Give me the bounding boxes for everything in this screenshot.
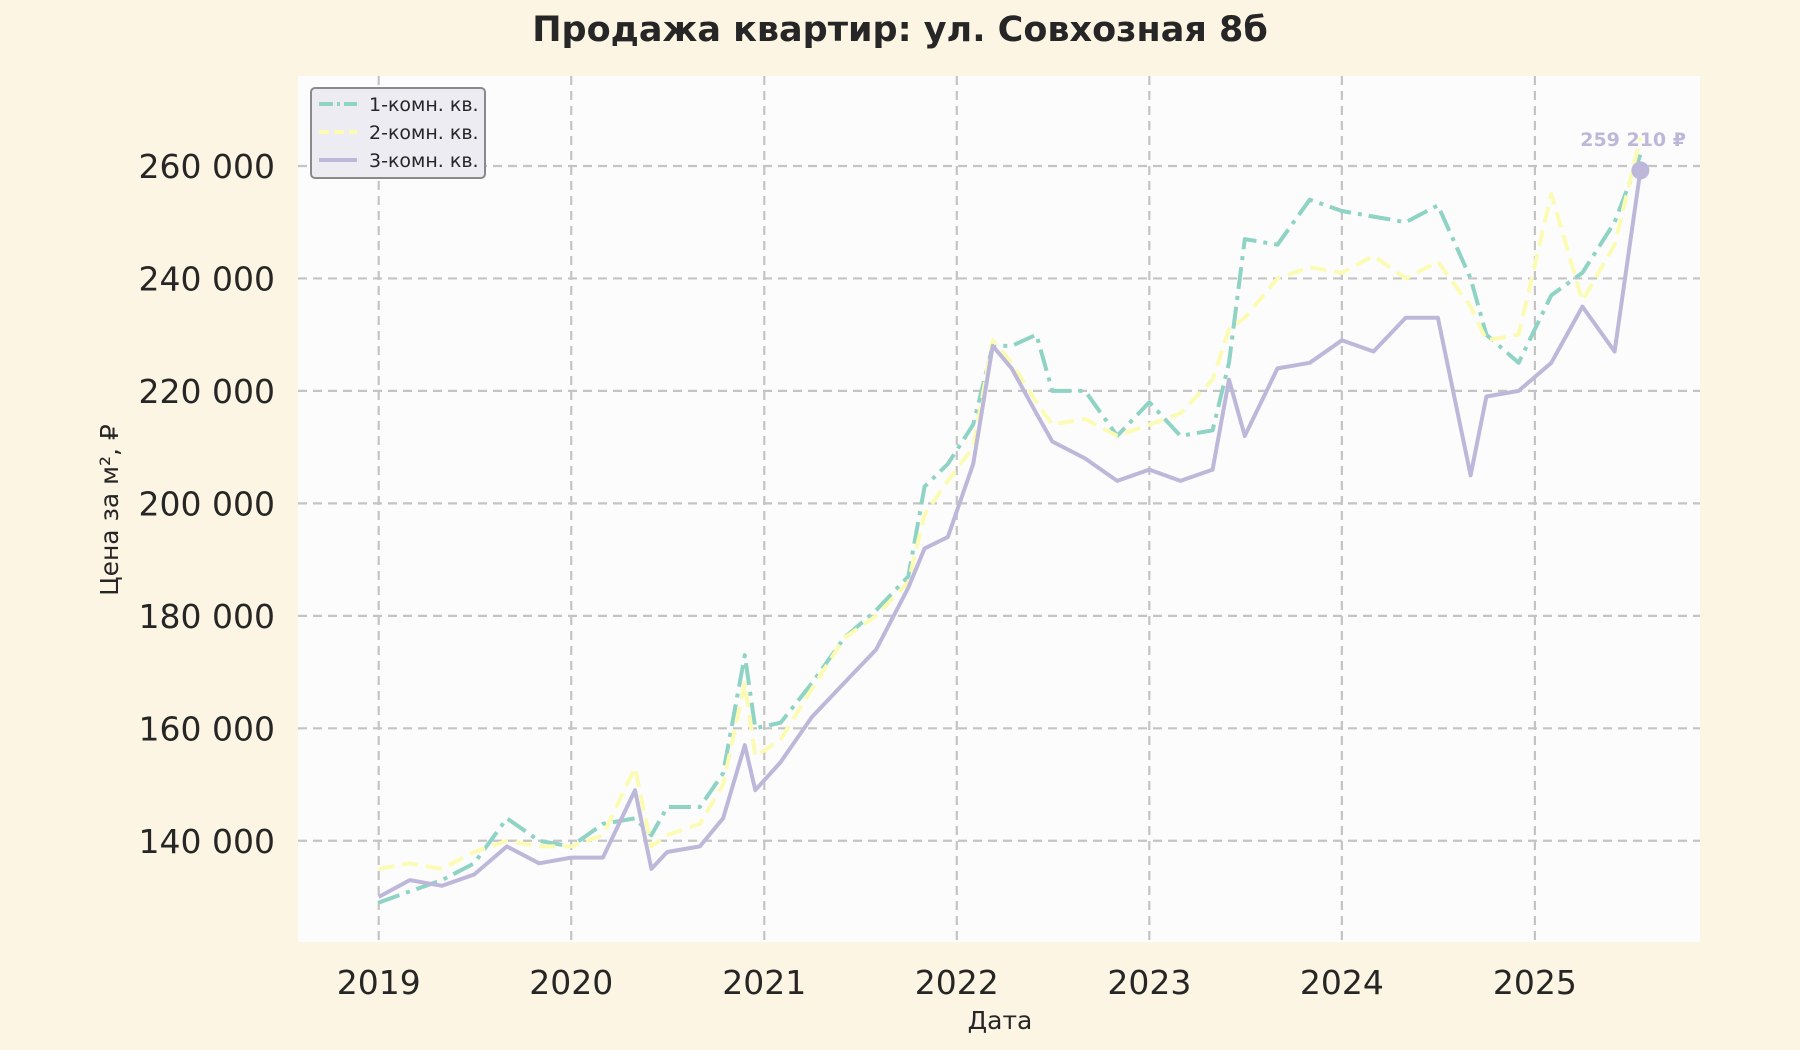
legend-label-3: 3-комн. кв. (369, 150, 479, 172)
y-tick-label: 140 000 (139, 822, 275, 861)
legend-box (310, 87, 486, 179)
legend-label-2: 2-комн. кв. (369, 122, 479, 144)
chart-title: Продажа квартир: ул. Совхозная 8б (532, 10, 1268, 50)
x-tick-label: 2025 (1493, 963, 1577, 1002)
y-tick-label: 240 000 (139, 259, 275, 298)
x-tick-label: 2024 (1300, 963, 1384, 1002)
series-line-2 (378, 137, 1643, 871)
end-point-label: 259 210 ₽ (1580, 129, 1686, 151)
x-axis-label: Дата (968, 1006, 1033, 1035)
x-tick-label: 2020 (529, 963, 613, 1002)
end-point-marker (1631, 161, 1650, 180)
legend-label-1: 1-комн. кв. (369, 94, 479, 116)
y-tick-label: 220 000 (139, 372, 275, 411)
series-lines (377, 137, 1643, 905)
x-tick-label: 2019 (337, 963, 421, 1002)
x-tick-label: 2022 (915, 963, 999, 1002)
plot-area (298, 76, 1700, 942)
x-tick-label: 2023 (1107, 963, 1191, 1002)
y-tick-label: 200 000 (139, 484, 275, 523)
y-axis-label: Цена за м², ₽ (95, 424, 124, 596)
end-annotation: 259 210 ₽ (1580, 129, 1686, 180)
y-tick-label: 260 000 (139, 147, 275, 186)
y-tick-label: 160 000 (139, 709, 275, 748)
x-tick-label: 2021 (722, 963, 806, 1002)
tick-labels: 140 000 160 000 180 000 200 000 220 000 240 0… (139, 147, 1577, 1002)
grid (298, 76, 1700, 942)
series-line-3 (377, 170, 1643, 899)
y-tick-label: 180 000 (139, 597, 275, 636)
legend: 1-комн. кв. 2-комн. кв. 3-комн. кв. (310, 87, 486, 179)
